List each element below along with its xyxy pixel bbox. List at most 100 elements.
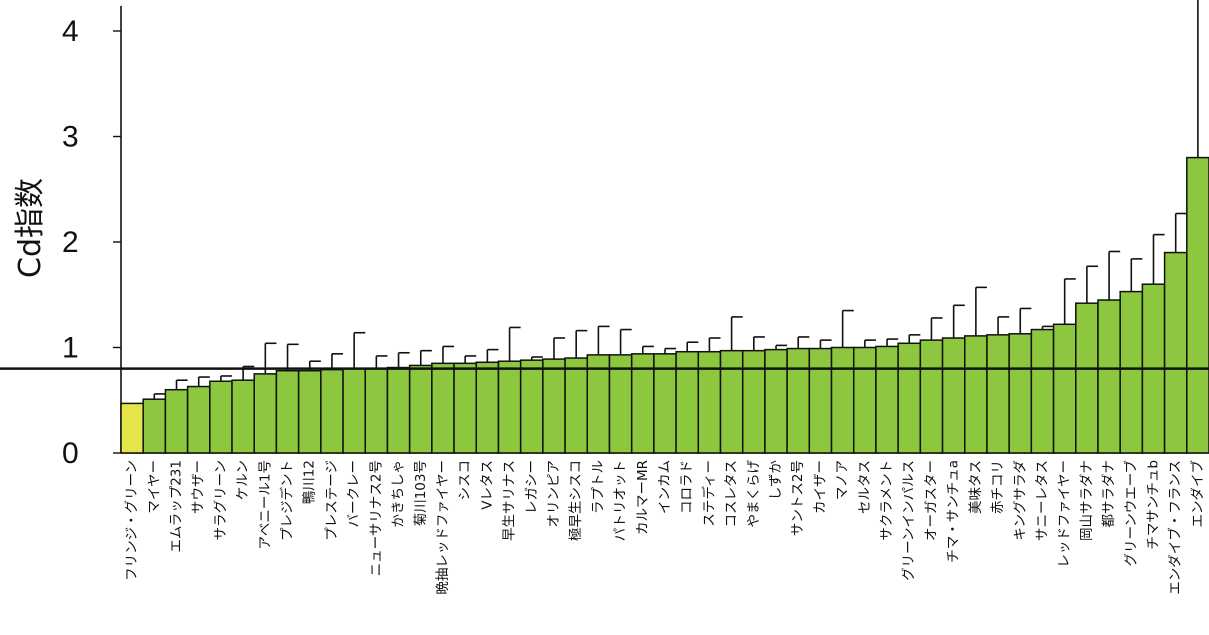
bar: [164, 388, 189, 454]
x-tick-label: チマ・サンチュa: [946, 460, 962, 563]
x-tick-label: 美味タス: [968, 460, 984, 514]
bar: [1163, 251, 1188, 454]
bar: [253, 373, 278, 454]
x-tick-label: マイヤー: [146, 460, 162, 514]
bar: [564, 357, 589, 454]
y-tick-label: 4: [62, 15, 79, 48]
x-tick-label: 岡山サラダナ: [1079, 460, 1095, 541]
x-tick-label: シスコ: [457, 460, 473, 501]
x-tick-labels: フリンジ・グリーン マイヤー エムラップ231 サウザー サラグリーン ケルン アベニール1…: [124, 460, 1206, 595]
bar: [320, 368, 344, 454]
x-tick-label: カルマーMR: [635, 460, 651, 535]
bar: [897, 342, 922, 454]
x-tick-label: パトリオット: [613, 460, 629, 541]
y-axis-label: Cd指数: [13, 178, 48, 278]
x-tick-label: グリーンウエーブ: [1122, 460, 1139, 567]
x-tick-label: エムラップ231: [169, 460, 185, 553]
bar: [1008, 333, 1033, 454]
bar: [275, 369, 300, 454]
bar: [964, 335, 988, 454]
bar: [453, 362, 478, 454]
y-tick-label: 2: [62, 226, 79, 259]
x-tick-label: フリンジ・グリーン: [124, 460, 140, 581]
x-tick-label: エンダイブ・フランス: [1167, 460, 1184, 595]
x-tick-label: サントス2号: [790, 460, 806, 536]
x-tick-label: オリンピア: [546, 460, 562, 528]
x-tick-label: 極早生シスコ: [568, 460, 584, 541]
x-tick-label: 鴨川12: [302, 460, 318, 504]
x-tick-label: 都サラダナ: [1101, 460, 1117, 528]
bar: [1119, 290, 1144, 454]
bar: [786, 347, 811, 454]
bar: [986, 334, 1010, 454]
x-tick-label: ラプトル: [590, 460, 606, 514]
x-tick-label: レッドファイヤー: [1057, 460, 1073, 568]
x-tick-label: オーガスター: [923, 460, 939, 541]
x-tick-label: 晩抽レッドファイヤー: [435, 460, 451, 595]
x-tick-label: プレジデント: [279, 460, 296, 541]
x-tick-label: サウザー: [191, 460, 207, 514]
y-tick-label: 1: [62, 332, 79, 365]
x-tick-label: しずか: [768, 460, 784, 501]
bar: [342, 367, 366, 454]
bar: [697, 350, 722, 454]
x-tick-label: サクラメント: [879, 460, 895, 541]
x-tick-label: インカム: [657, 460, 673, 514]
x-tick-label: サニーレタス: [1034, 460, 1050, 541]
bar: [875, 345, 899, 454]
bars: [120, 156, 1209, 454]
bar: [1186, 156, 1209, 454]
x-tick-label: ニューサリナス2号: [368, 460, 384, 576]
x-tick-label: サラグリーン: [213, 460, 229, 540]
x-tick-label: レガシー: [524, 460, 540, 514]
bar: [408, 364, 433, 454]
bar: [120, 402, 144, 454]
y-tick-label: 0: [62, 437, 79, 470]
bar: [675, 350, 700, 454]
bar: [764, 348, 788, 454]
x-tick-label: チマサンチュb: [1145, 460, 1161, 550]
bar: [386, 366, 411, 454]
bar: [542, 358, 566, 454]
bar: [475, 361, 500, 454]
x-tick-label: Vレタス: [479, 460, 495, 510]
bar: [941, 337, 966, 454]
bar: [142, 398, 167, 454]
bar: [1075, 302, 1099, 454]
y-tick-label: 3: [62, 121, 79, 154]
x-tick-label: 赤チコリ: [990, 460, 1006, 514]
x-tick-label: 早生サリナス: [502, 460, 518, 541]
bar: [297, 369, 322, 454]
bar: [719, 349, 744, 454]
bar: [808, 347, 833, 454]
bar: [741, 349, 766, 454]
bar: [231, 379, 255, 454]
x-tick-label: グリーンインパルス: [901, 460, 917, 581]
x-tick-label: エンダイブ: [1189, 460, 1206, 528]
x-tick-label: プレステージ: [324, 460, 340, 541]
x-tick-label: 菊川103号: [413, 460, 429, 526]
x-tick-label: セルタス: [857, 460, 873, 514]
bar: [919, 339, 944, 454]
x-tick-label: コロラド: [679, 460, 695, 514]
x-tick-label: バークレー: [346, 460, 362, 528]
x-tick-label: ケルン: [235, 460, 251, 500]
bar: [1097, 299, 1121, 454]
bar: [1030, 328, 1055, 454]
x-tick-label: コスレタス: [724, 460, 740, 528]
x-tick-label: キングサラダ: [1012, 460, 1028, 541]
x-tick-label: カイザー: [812, 460, 828, 514]
bar: [186, 385, 211, 454]
bar: [364, 367, 389, 454]
bar: [1052, 323, 1077, 454]
bar: [830, 346, 855, 454]
bar: [431, 362, 455, 454]
x-tick-label: かきちしゃ: [391, 460, 407, 528]
error-bars: [153, 0, 1199, 400]
x-tick-label: ステディー: [700, 460, 717, 527]
bar: [497, 360, 522, 454]
x-tick-label: マノア: [835, 460, 851, 500]
x-tick-label: アベニール1号: [257, 460, 273, 549]
bar: [209, 380, 233, 454]
